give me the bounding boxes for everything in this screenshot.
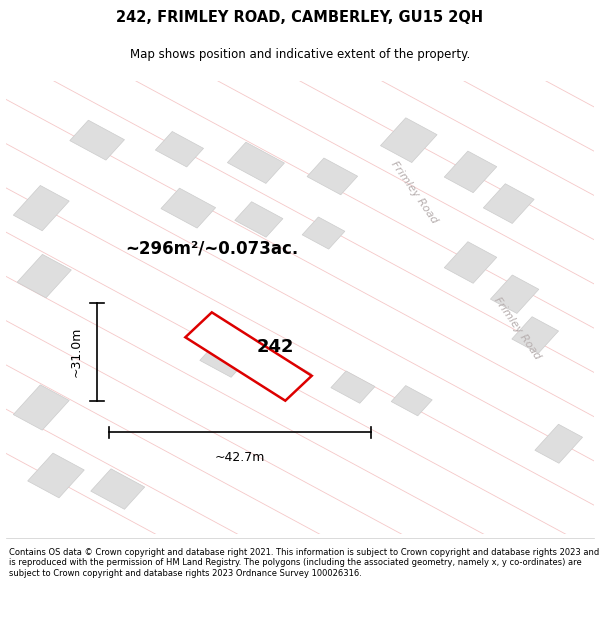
Text: Frimley Road: Frimley Road xyxy=(493,295,543,361)
Text: Frimley Road: Frimley Road xyxy=(389,159,440,225)
Text: Contains OS data © Crown copyright and database right 2021. This information is : Contains OS data © Crown copyright and d… xyxy=(9,548,599,578)
Polygon shape xyxy=(185,312,312,401)
Text: ~42.7m: ~42.7m xyxy=(215,451,265,464)
Polygon shape xyxy=(512,317,559,353)
Polygon shape xyxy=(331,371,375,403)
Text: ~31.0m: ~31.0m xyxy=(70,327,83,377)
Polygon shape xyxy=(535,424,583,463)
Text: ~296m²/~0.073ac.: ~296m²/~0.073ac. xyxy=(125,240,298,258)
Polygon shape xyxy=(13,186,69,231)
Polygon shape xyxy=(161,188,215,228)
Polygon shape xyxy=(444,242,497,283)
Text: 242: 242 xyxy=(256,339,294,356)
Polygon shape xyxy=(490,275,539,313)
Polygon shape xyxy=(227,142,284,183)
Polygon shape xyxy=(28,453,84,498)
Polygon shape xyxy=(155,131,203,167)
Text: 242, FRIMLEY ROAD, CAMBERLEY, GU15 2QH: 242, FRIMLEY ROAD, CAMBERLEY, GU15 2QH xyxy=(116,9,484,24)
Polygon shape xyxy=(91,469,145,509)
Polygon shape xyxy=(70,120,124,160)
Polygon shape xyxy=(444,151,497,192)
Polygon shape xyxy=(380,118,437,162)
Polygon shape xyxy=(484,184,534,224)
Polygon shape xyxy=(265,357,311,391)
Polygon shape xyxy=(17,254,71,298)
Polygon shape xyxy=(13,385,69,430)
Polygon shape xyxy=(200,342,247,377)
Polygon shape xyxy=(235,202,283,237)
Polygon shape xyxy=(391,386,432,416)
Polygon shape xyxy=(302,217,345,249)
Polygon shape xyxy=(307,158,358,195)
Text: Map shows position and indicative extent of the property.: Map shows position and indicative extent… xyxy=(130,48,470,61)
